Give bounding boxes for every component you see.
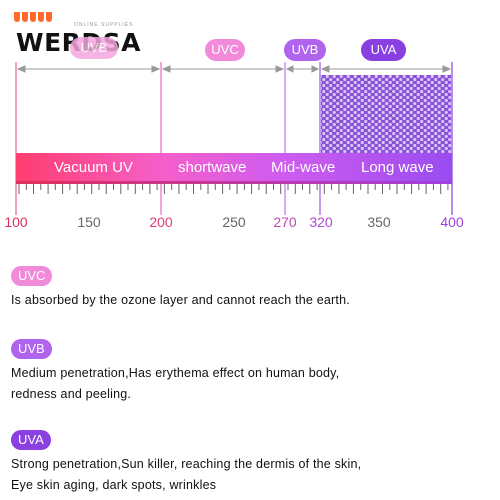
axis-label-350: 350 [367, 214, 391, 230]
uvc-pill-label: UVC [211, 42, 239, 57]
uvc-description: Is absorbed by the ozone layer and canno… [11, 293, 350, 307]
uvb-pill: UVB [284, 39, 326, 61]
uva-tag: UVA [11, 430, 51, 450]
uvc-pill: UVC [205, 39, 245, 61]
spectrum-band [16, 153, 452, 181]
uvb-faded-label: UVB [80, 40, 108, 55]
ruler-ticks [18, 184, 449, 194]
uva-pill-label: UVA [370, 42, 397, 57]
band-shortwave: shortwave [178, 159, 247, 176]
band-mid-wave: Mid-wave [271, 159, 336, 176]
uva-description-line2: Eye skin aging, dark spots, wrinkles [11, 478, 217, 492]
uvc-tag: UVC [11, 266, 53, 286]
uva-description-line1: Strong penetration,Sun killer, reaching … [11, 457, 362, 471]
uv-spectrum-diagram [15, 62, 453, 215]
uva-texture-block [320, 75, 452, 153]
uvb-faded-pill: UVB [70, 37, 118, 59]
awning-icon [14, 12, 54, 22]
uva-pill: UVA [361, 39, 406, 61]
axis-label-250: 250 [222, 214, 246, 230]
axis-label-270: 270 [273, 214, 297, 230]
uvb-tag: UVB [11, 339, 52, 359]
range-arrows [16, 65, 452, 73]
band-long-wave: Long wave [361, 159, 434, 176]
uvb-description-line2: redness and peeling. [11, 387, 132, 401]
uvb-description-line1: Medium penetrati​on,Has erythema effect … [11, 366, 340, 380]
axis-label-100: 100 [4, 214, 28, 230]
axis-label-400: 400 [440, 214, 464, 230]
uvb-pill-label: UVB [291, 42, 319, 57]
logo-tagline: ONLINE SUPPLIES [74, 22, 134, 28]
axis-label-320: 320 [309, 214, 333, 230]
axis-line [16, 181, 452, 184]
axis-label-150: 150 [77, 214, 101, 230]
band-vacuum-uv: Vacuum UV [54, 159, 133, 176]
axis-label-200: 200 [149, 214, 173, 230]
